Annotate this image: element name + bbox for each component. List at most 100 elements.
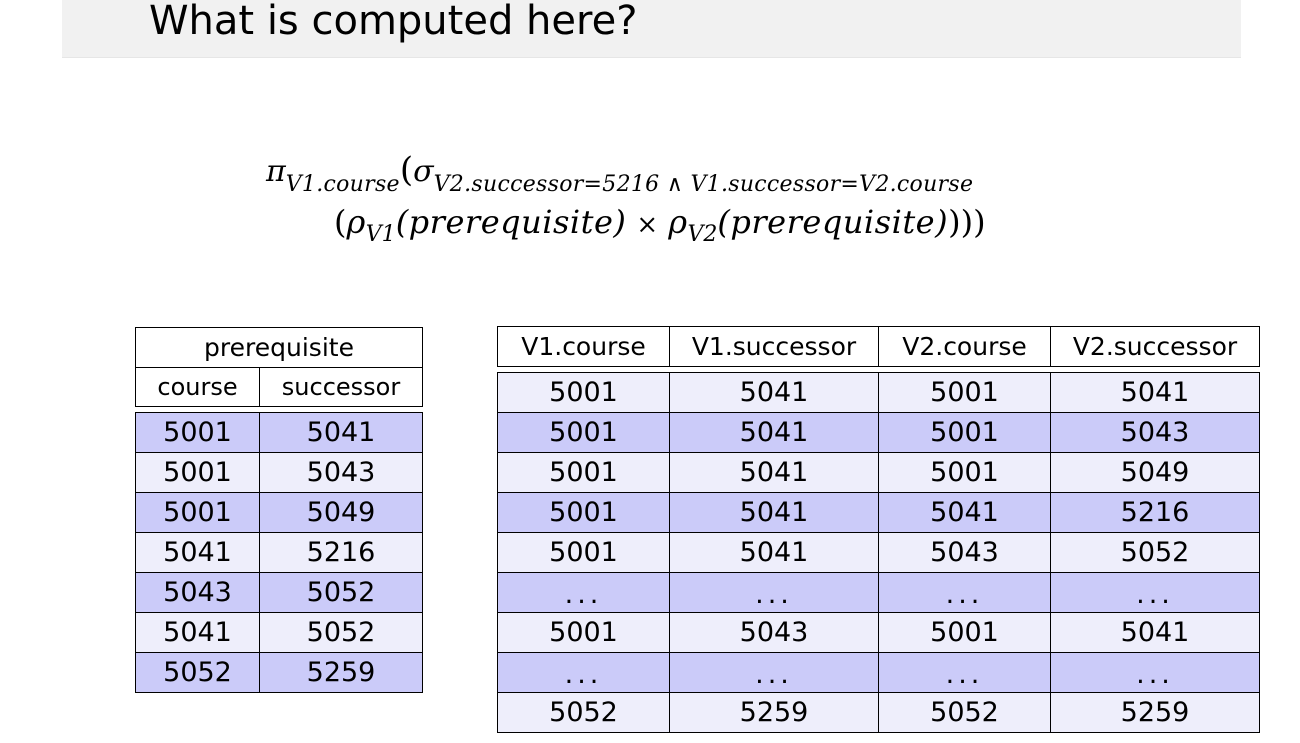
table-row: 5001 5049: [135, 492, 423, 533]
cross-product-operator: ×: [636, 210, 659, 240]
rename-alias: V2: [687, 222, 718, 247]
open-paren: (: [334, 203, 347, 241]
table-cell: 5216: [259, 532, 423, 573]
projection-attribute: V1.course: [285, 172, 400, 197]
table-cell: ...: [497, 572, 670, 613]
table-cell: 5259: [1050, 692, 1260, 733]
table-cell: 5001: [878, 412, 1051, 453]
table-cell: 5001: [135, 492, 260, 533]
ellipsis: ...: [945, 659, 984, 690]
table-cell: 5043: [669, 612, 879, 653]
table-row: 5001 5041 5001 5043: [497, 412, 1260, 453]
column-header: V1.successor: [669, 326, 879, 367]
table-cell: 5259: [669, 692, 879, 733]
table-cell: ...: [669, 572, 879, 613]
rename-symbol: ρ: [668, 203, 688, 241]
table-row: 5001 5041 5043 5052: [497, 532, 1260, 573]
table-cell: 5001: [135, 412, 260, 453]
ellipsis: ...: [755, 659, 793, 690]
table-row: 5052 5259: [135, 652, 423, 693]
table-row: 5043 5052: [135, 572, 423, 613]
formula-line-1: πV1.course(σV2.successor=5216 ∧ V1.succe…: [266, 148, 973, 197]
column-header: successor: [259, 367, 423, 407]
table-row: ... ... ... ...: [497, 652, 1260, 693]
table-cell: 5052: [497, 692, 670, 733]
ellipsis: ...: [564, 659, 603, 690]
projection-symbol: π: [266, 154, 286, 189]
close-parens: ))): [948, 203, 986, 241]
table-row: 5041 5216: [135, 532, 423, 573]
table-cell: 5041: [669, 532, 879, 573]
rename-alias: V1: [365, 222, 396, 247]
table-cell: 5043: [1050, 412, 1260, 453]
table-row: 5041 5052: [135, 612, 423, 653]
table-cell: 5001: [878, 452, 1051, 493]
table-cell: 5001: [497, 612, 670, 653]
table-row: 5001 5041: [135, 412, 423, 453]
cross-product-table: V1.course V1.successor V2.course V2.succ…: [497, 326, 1260, 733]
ellipsis: ...: [755, 579, 793, 610]
table-cell: 5041: [1050, 612, 1260, 653]
selection-condition: V2.successor=5216 ∧ V1.successor=V2.cour…: [433, 172, 974, 197]
table-cell: 5216: [1050, 492, 1260, 533]
slide-title: What is computed here?: [149, 0, 638, 44]
table-cell: 5001: [878, 612, 1051, 653]
ellipsis: ...: [1136, 579, 1174, 610]
column-header: V2.successor: [1050, 326, 1260, 367]
table-title: prerequisite: [135, 327, 423, 368]
table-cell: 5043: [878, 532, 1051, 573]
table-cell: 5041: [135, 532, 260, 573]
relation-name: (prerequisite): [717, 203, 949, 241]
table-row: 5001 5041 5001 5049: [497, 452, 1260, 493]
table-cell: 5041: [259, 412, 423, 453]
formula-line-2: (ρV1(prerequisite) × ρV2(prerequisite)))): [334, 200, 986, 247]
table-cell: ...: [669, 652, 879, 693]
ellipsis: ...: [564, 579, 603, 610]
table-cell: 5001: [497, 492, 670, 533]
table-cell: ...: [878, 652, 1051, 693]
table-row: 5001 5041 5041 5216: [497, 492, 1260, 533]
table-cell: 5041: [135, 612, 260, 653]
table-cell: 5041: [669, 372, 879, 413]
table-cell: 5052: [135, 652, 260, 693]
table-cell: 5049: [1050, 452, 1260, 493]
open-paren: (: [399, 150, 414, 190]
table-cell: 5052: [259, 572, 423, 613]
table-cell: 5041: [878, 492, 1051, 533]
table-cell: 5001: [497, 412, 670, 453]
selection-symbol: σ: [413, 154, 434, 189]
ellipsis: ...: [945, 579, 984, 610]
column-header: V1.course: [497, 326, 670, 367]
table-cell: 5041: [1050, 372, 1260, 413]
table-cell: 5052: [1050, 532, 1260, 573]
table-cell: ...: [497, 652, 670, 693]
table-row: 5052 5259 5052 5259: [497, 692, 1260, 733]
table-cell: 5259: [259, 652, 423, 693]
table-cell: 5001: [497, 532, 670, 573]
table-cell: 5041: [669, 492, 879, 533]
table-cell: 5041: [669, 412, 879, 453]
table-row: 5001 5043 5001 5041: [497, 612, 1260, 653]
table-cell: 5043: [135, 572, 260, 613]
column-header: course: [135, 367, 260, 407]
table-row: ... ... ... ...: [497, 572, 1260, 613]
table-cell: 5001: [497, 372, 670, 413]
table-cell: ...: [878, 572, 1051, 613]
table-cell: 5001: [135, 452, 260, 493]
title-bar: What is computed here?: [62, 0, 1241, 58]
table-cell: ...: [1050, 572, 1260, 613]
prerequisite-table: prerequisite course successor 5001 5041 …: [135, 327, 423, 693]
table-cell: 5043: [259, 452, 423, 493]
table-cell: 5052: [878, 692, 1051, 733]
table-cell: 5041: [669, 452, 879, 493]
table-cell: 5001: [497, 452, 670, 493]
table-row: 5001 5041 5001 5041: [497, 372, 1260, 413]
table-row: 5001 5043: [135, 452, 423, 493]
rename-symbol: ρ: [346, 203, 366, 241]
ellipsis: ...: [1136, 659, 1174, 690]
table-cell: 5049: [259, 492, 423, 533]
table-cell: 5052: [259, 612, 423, 653]
table-cell: 5001: [878, 372, 1051, 413]
relation-name: (prerequisite): [395, 203, 627, 241]
column-header: V2.course: [878, 326, 1051, 367]
